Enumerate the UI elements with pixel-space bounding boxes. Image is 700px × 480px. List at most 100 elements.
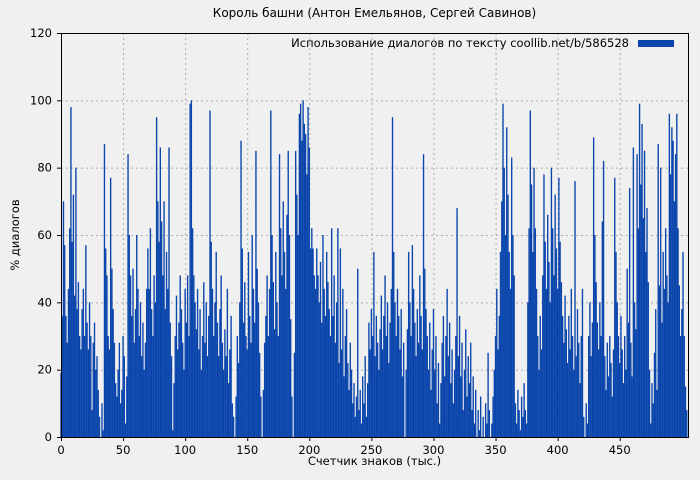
bar bbox=[630, 342, 632, 437]
bar bbox=[113, 342, 116, 437]
bar bbox=[256, 268, 258, 437]
bar bbox=[185, 322, 188, 437]
bar bbox=[277, 336, 279, 437]
bar bbox=[543, 174, 545, 437]
y-tick-label: 80 bbox=[37, 161, 52, 175]
bar bbox=[436, 403, 438, 437]
bar bbox=[574, 181, 576, 437]
bar bbox=[293, 352, 296, 437]
bar bbox=[296, 194, 298, 437]
bar bbox=[206, 356, 209, 437]
bar bbox=[360, 423, 363, 437]
bar bbox=[203, 282, 205, 437]
bar bbox=[663, 288, 666, 437]
bar bbox=[522, 416, 524, 437]
bar bbox=[167, 288, 169, 437]
bar bbox=[311, 228, 313, 437]
bar bbox=[168, 147, 170, 437]
bar bbox=[678, 285, 680, 437]
bar bbox=[594, 235, 596, 437]
bar bbox=[352, 403, 354, 437]
bar bbox=[201, 336, 204, 437]
bar bbox=[141, 356, 143, 437]
bar bbox=[155, 117, 158, 438]
bar bbox=[316, 248, 318, 437]
bar bbox=[283, 251, 286, 437]
bar bbox=[677, 228, 679, 437]
x-tick-label: 150 bbox=[236, 443, 258, 457]
bar bbox=[506, 127, 508, 438]
bar bbox=[587, 336, 590, 437]
bar bbox=[580, 336, 582, 437]
bar bbox=[441, 342, 443, 437]
bar bbox=[396, 288, 399, 437]
bar bbox=[231, 403, 234, 437]
bar bbox=[624, 336, 626, 437]
bar bbox=[211, 288, 214, 437]
bar bbox=[236, 336, 238, 437]
bar bbox=[512, 235, 514, 437]
bar bbox=[332, 315, 334, 437]
bar bbox=[620, 315, 622, 437]
bar bbox=[262, 389, 265, 437]
bar bbox=[417, 342, 420, 437]
bar bbox=[648, 369, 651, 437]
bar bbox=[518, 410, 520, 437]
bar bbox=[402, 342, 405, 437]
bar bbox=[676, 113, 678, 438]
bar bbox=[491, 423, 493, 437]
y-tick-label: 0 bbox=[45, 430, 52, 444]
bar bbox=[652, 403, 654, 437]
bar bbox=[585, 403, 587, 437]
bar bbox=[573, 369, 575, 437]
bar bbox=[128, 235, 130, 437]
bar bbox=[672, 140, 674, 438]
bar bbox=[312, 248, 314, 437]
bar bbox=[342, 288, 344, 437]
bar bbox=[636, 154, 638, 437]
bar bbox=[81, 309, 83, 437]
bar bbox=[362, 376, 364, 437]
bar bbox=[152, 336, 154, 437]
bar bbox=[389, 322, 391, 437]
bar bbox=[604, 356, 606, 437]
bar bbox=[635, 329, 637, 437]
bar bbox=[653, 352, 656, 437]
bar bbox=[97, 389, 99, 437]
bar bbox=[334, 342, 337, 437]
bar bbox=[527, 302, 529, 437]
bar bbox=[143, 369, 145, 437]
bar bbox=[358, 410, 360, 437]
bar bbox=[581, 288, 584, 437]
bar bbox=[482, 416, 484, 437]
bar bbox=[250, 342, 252, 437]
bar bbox=[556, 288, 559, 437]
bar bbox=[460, 376, 462, 437]
bar bbox=[462, 410, 464, 437]
bar bbox=[73, 295, 76, 437]
bar bbox=[479, 396, 482, 437]
bar bbox=[121, 389, 123, 437]
bar bbox=[560, 282, 563, 437]
bar bbox=[193, 275, 195, 437]
bar bbox=[555, 248, 558, 437]
bar bbox=[457, 356, 459, 437]
bar bbox=[235, 396, 237, 437]
bar bbox=[354, 416, 356, 437]
bar bbox=[75, 167, 77, 438]
bar bbox=[302, 100, 304, 437]
bar bbox=[607, 376, 610, 437]
bar bbox=[657, 144, 659, 437]
bar bbox=[605, 389, 607, 437]
bar bbox=[533, 167, 535, 438]
bar bbox=[72, 194, 75, 437]
bar bbox=[674, 154, 677, 437]
bar bbox=[95, 369, 97, 437]
bar bbox=[174, 336, 176, 437]
bar bbox=[412, 288, 415, 437]
bar bbox=[416, 309, 419, 437]
bar bbox=[198, 349, 200, 437]
bar bbox=[309, 248, 312, 437]
bar bbox=[655, 309, 657, 437]
